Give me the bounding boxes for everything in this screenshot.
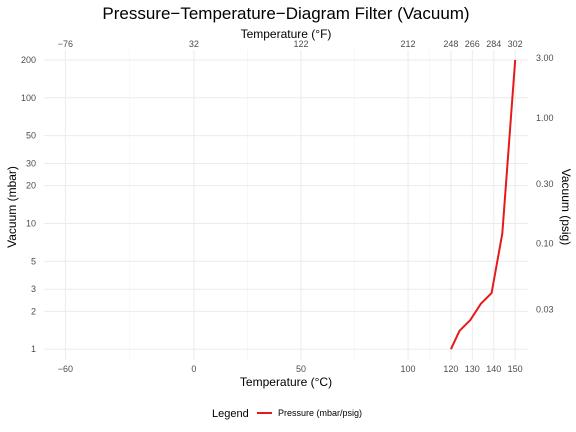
x2-tick-label: 212 [401,39,416,49]
y2-tick-label: 0.03 [536,304,554,314]
y-tick-label: 2 [31,306,36,316]
x2-tick-label: −76 [58,39,73,49]
y-tick-label: 200 [21,55,36,65]
legend: Legend Pressure (mbar/psig) [212,408,362,420]
tick-labels: −60 0 50 100 120 130 140 150−76 32 122 212 248 266 28… [21,39,554,374]
y-tick-label: 20 [26,181,36,191]
y-tick-label: 50 [26,131,36,141]
y2-tick-label: 1.00 [536,113,554,123]
legend-label-pressure: Pressure (mbar/psig) [278,408,362,418]
x-tick-label: 50 [296,364,306,374]
x-tick-label: 130 [465,364,480,374]
y-tick-label: 1 [31,344,36,354]
legend-title: Legend [212,408,249,420]
series-layer [449,59,517,350]
x2-tick-label: 32 [189,39,199,49]
y-tick-label: 30 [26,159,36,169]
x2-tick-label: 122 [293,39,308,49]
y2-tick-label: 0.30 [536,179,554,189]
y-tick-label: 100 [21,93,36,103]
y-tick-label: 3 [31,284,36,294]
x-axis-title: Temperature (°C) [240,375,332,389]
y2-tick-label: 0.10 [536,239,554,249]
y2-axis-title: Vacuum (psig) [559,169,573,245]
series-line-pressure [449,59,517,350]
x2-tick-label: 248 [443,39,458,49]
x-tick-label: −60 [58,364,73,374]
x-tick-label: 100 [401,364,416,374]
x2-tick-label: 284 [486,39,501,49]
x2-axis-title: Temperature (°F) [241,27,332,41]
y-axis-title: Vacuum (mbar) [5,166,19,248]
x2-tick-label: 266 [465,39,480,49]
x-tick-label: 0 [191,364,196,374]
chart-title: Pressure−Temperature−Diagram Filter (Vac… [102,4,469,23]
x-tick-label: 150 [508,364,523,374]
x2-tick-label: 302 [508,39,523,49]
y-tick-label: 10 [26,218,36,228]
y-tick-label: 5 [31,256,36,266]
x-tick-label: 120 [443,364,458,374]
grid-lines [44,50,528,360]
y2-tick-label: 3.00 [536,53,554,63]
x-tick-label: 140 [486,364,501,374]
